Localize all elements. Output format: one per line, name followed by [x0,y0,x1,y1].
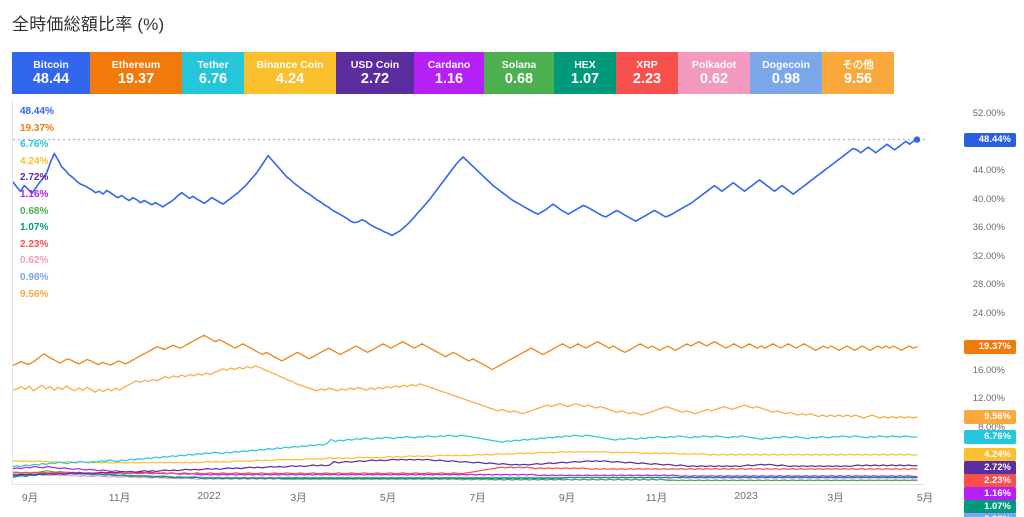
legend-item-xrp[interactable]: XRP 2.23 [616,52,678,94]
series-line-hex[interactable] [13,472,917,478]
series-line-tether[interactable] [13,435,917,466]
series-line-binance-coin[interactable] [13,452,917,463]
legend-item-tether[interactable]: Tether 6.76 [182,52,244,94]
x-axis-tick: 2023 [734,490,758,502]
right-axis-value-badge[interactable]: 19.37% [964,339,1016,354]
legend-item-value: 4.24 [275,70,305,87]
legend-item-value: 2.23 [632,70,662,87]
right-axis-value-badge[interactable]: 48.44% [964,132,1016,147]
legend-item-solana[interactable]: Solana 0.68 [484,52,554,94]
right-axis-tick: 16.00% [972,364,1005,376]
x-axis-tick: 5月 [916,492,934,504]
legend-item-value: 1.16 [434,70,464,87]
legend-item-value: 6.76 [198,70,228,87]
x-axis: 9月 11月 2022 3月 5月 7月 9月 11月 2023 3月 5月 [12,487,933,511]
legend-item-name: HEX [574,58,596,71]
right-axis-tick: 52.00% [972,108,1005,120]
series-legend-bar[interactable]: Bitcoin 48.44 Ethereum 19.37 Tether 6.76 Binan… [12,52,912,94]
x-axis-tick: 3月 [827,492,844,504]
series-line-xrp[interactable] [13,467,917,473]
right-axis-tick: 24.00% [972,307,1005,319]
right-axis-tick: 12.00% [972,393,1005,405]
legend-item-name: その他 [842,58,874,71]
series-line-その他[interactable] [13,366,917,418]
legend-item-polkadot[interactable]: Polkadot 0.62 [678,52,750,94]
legend-item-binance-coin[interactable]: Binance Coin 4.24 [244,52,336,94]
right-axis-tick: 36.00% [972,222,1005,234]
legend-item-name: Cardano [427,58,471,71]
page-title: 全時価総額比率 (%) [12,15,165,34]
right-axis-tick: 8.00% [978,421,1005,433]
legend-item-name: Solana [501,58,537,71]
right-axis-tick: 28.00% [972,279,1005,291]
x-axis-tick: 3月 [290,492,307,504]
x-axis-tick: 2022 [197,490,221,502]
right-axis-value-badge[interactable]: 9.56% [964,409,1016,424]
legend-item-value: 0.98 [771,70,801,87]
legend-item-value: 9.56 [843,70,873,87]
right-axis-value-badge[interactable]: 2.72% [964,460,1016,475]
legend-item-その他[interactable]: その他 9.56 [822,52,894,94]
right-axis-tick: 44.00% [972,165,1005,177]
right-axis-value-badge[interactable]: 4.24% [964,447,1016,462]
x-axis-tick: 9月 [558,492,576,504]
legend-item-value: 1.07 [570,70,600,87]
right-axis-value-badge[interactable]: 0.98% [964,512,1016,517]
legend-item-name: Polkadot [691,58,737,71]
legend-item-name: Tether [197,58,229,71]
legend-item-value: 48.44 [32,70,70,87]
series-line-usd-coin[interactable] [13,459,917,475]
legend-item-name: Ethereum [111,58,161,71]
legend-item-name: Dogecoin [762,58,810,71]
legend-item-hex[interactable]: HEX 1.07 [554,52,616,94]
right-axis-tick: 40.00% [972,193,1005,205]
series-line-bitcoin[interactable] [13,140,917,236]
right-axis[interactable]: 52.00% 44.00% 40.00% 36.00% 32.00% 28.00% 24.0… [924,100,1024,517]
legend-item-value: 0.62 [699,70,729,87]
right-axis-value-badge[interactable]: 1.16% [964,486,1016,501]
right-axis-value-badge[interactable]: 1.07% [964,499,1016,514]
x-axis-tick: 5月 [379,492,397,504]
bitcoin-endpoint-marker[interactable] [913,136,921,143]
chart-plot-area[interactable] [12,100,925,485]
legend-item-usd-coin[interactable]: USD Coin 2.72 [336,52,414,94]
x-axis-tick: 9月 [21,492,39,504]
legend-item-name: USD Coin [350,58,400,71]
legend-item-name: Bitcoin [33,58,69,71]
x-axis-tick: 11月 [108,492,131,504]
legend-item-cardano[interactable]: Cardano 1.16 [414,52,484,94]
right-axis-value-badge[interactable]: 6.76% [964,429,1016,444]
legend-item-dogecoin[interactable]: Dogecoin 0.98 [750,52,822,94]
legend-item-name: Binance Coin [256,58,324,71]
legend-item-value: 0.68 [504,70,534,87]
x-axis-tick: 7月 [469,492,486,504]
x-axis-tick: 11月 [645,492,668,504]
legend-item-bitcoin[interactable]: Bitcoin 48.44 [12,52,90,94]
legend-item-name: XRP [636,58,658,71]
right-axis-tick: 32.00% [972,250,1005,262]
legend-item-value: 19.37 [117,70,155,87]
legend-item-value: 2.72 [360,70,390,87]
chart-lines-svg [13,136,925,485]
legend-item-ethereum[interactable]: Ethereum 19.37 [90,52,182,94]
series-line-ethereum[interactable] [13,335,917,369]
right-axis-value-badge[interactable]: 2.23% [964,473,1016,488]
